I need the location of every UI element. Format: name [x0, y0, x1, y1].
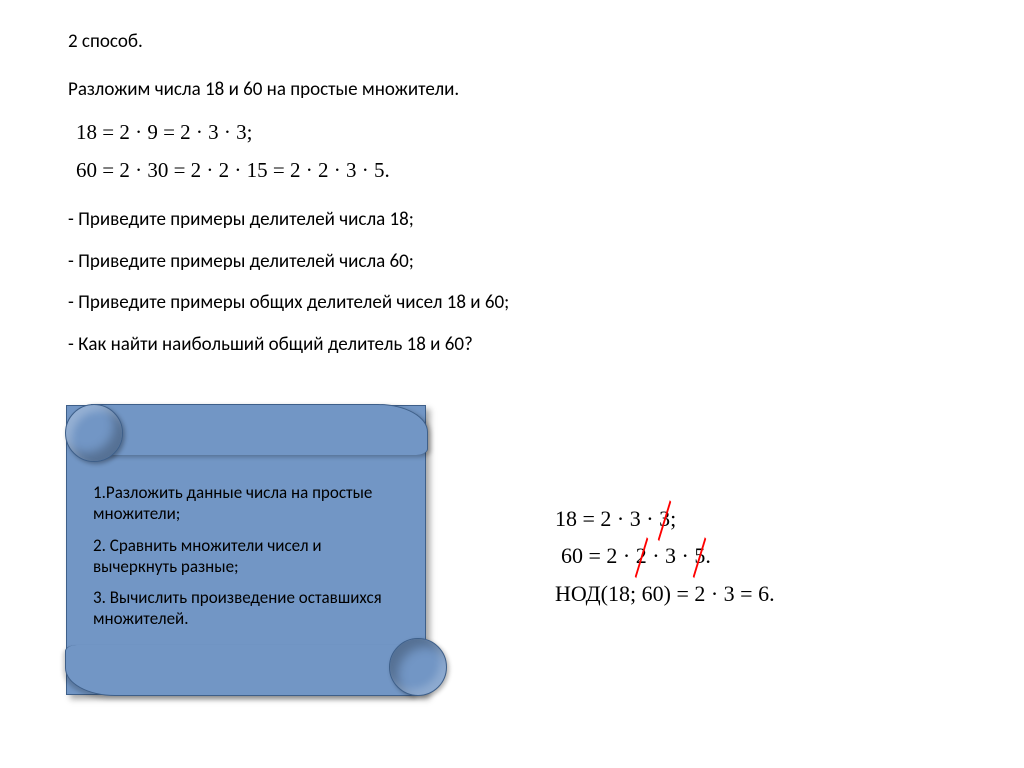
worked-60-strike-1-value: 2: [636, 543, 647, 568]
worked-60-strike-1: 2: [636, 537, 647, 574]
scroll-bottom-curl: [389, 638, 447, 696]
scroll-top-bar: [91, 404, 428, 455]
factorization-60: 60 = 2 · 30 = 2 · 2 · 15 = 2 · 2 · 3 · 5…: [68, 155, 964, 187]
algorithm-step-3: 3. Вычислить произведение оставшихся мно…: [93, 587, 399, 630]
worked-18-strike-value: 3: [659, 506, 670, 531]
algorithm-body: Алгоритм. 1.Разложить данные числа на пр…: [66, 405, 426, 695]
worked-line-18: 18 = 2 · 3 · 3;: [555, 500, 975, 537]
question-3: - Приведите примеры общих делителей чисе…: [68, 289, 964, 317]
worked-gcd-result: НОД(18; 60) = 2 · 3 = 6.: [555, 575, 975, 612]
worked-example: 18 = 2 · 3 · 3; 60 = 2 · 2 · 3 · 5. НОД(…: [555, 500, 975, 612]
question-4: - Как найти наибольший общий делитель 18…: [68, 331, 964, 359]
worked-18-strike: 3: [659, 500, 670, 537]
method-title: 2 способ.: [68, 28, 964, 56]
worked-18-prefix: 18 = 2 · 3 ·: [555, 506, 659, 531]
worked-60-strike-2: 5: [694, 537, 705, 574]
algorithm-scroll: Алгоритм. 1.Разложить данные числа на пр…: [66, 405, 446, 695]
worked-60-prefix: 60 = 2 ·: [561, 543, 636, 568]
worked-60-mid: · 3 ·: [647, 543, 695, 568]
factorization-18: 18 = 2 · 9 = 2 · 3 · 3;: [68, 117, 964, 149]
scroll-bottom-bar: [65, 645, 418, 696]
algorithm-step-2: 2. Сравнить множители чисел и вычеркнуть…: [93, 535, 399, 578]
worked-60-strike-2-value: 5: [694, 543, 705, 568]
algorithm-step-1: 1.Разложить данные числа на простые множ…: [93, 482, 399, 525]
question-1: - Приведите примеры делителей числа 18;: [68, 206, 964, 234]
question-2: - Приведите примеры делителей числа 60;: [68, 248, 964, 276]
slide: 2 способ. Разложим числа 18 и 60 на прос…: [0, 0, 1024, 768]
intro-text: Разложим числа 18 и 60 на простые множит…: [68, 76, 964, 104]
worked-line-60: 60 = 2 · 2 · 3 · 5.: [555, 537, 975, 574]
worked-60-suffix: .: [705, 543, 711, 568]
scroll-top-curl: [65, 404, 123, 462]
worked-18-suffix: ;: [670, 506, 676, 531]
